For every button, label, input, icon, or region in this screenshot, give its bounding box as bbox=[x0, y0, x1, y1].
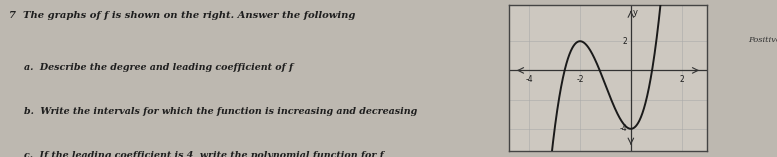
Text: c.  If the leading coefficient is 4, write the polynomial function for f: c. If the leading coefficient is 4, writ… bbox=[24, 151, 384, 157]
Text: -2: -2 bbox=[577, 75, 584, 84]
Text: -4: -4 bbox=[619, 124, 627, 133]
Text: a.  Describe the degree and leading coefficient of f: a. Describe the degree and leading coeff… bbox=[24, 63, 293, 72]
Text: y: y bbox=[633, 8, 638, 16]
Text: 2: 2 bbox=[622, 37, 627, 46]
Text: Positive: Positive bbox=[748, 36, 777, 44]
Text: 7  The graphs of f is shown on the right. Answer the following: 7 The graphs of f is shown on the right.… bbox=[9, 11, 355, 20]
Text: b.  Write the intervals for which the function is increasing and decreasing: b. Write the intervals for which the fun… bbox=[24, 107, 417, 116]
Text: -4: -4 bbox=[525, 75, 533, 84]
Text: 2: 2 bbox=[679, 75, 684, 84]
